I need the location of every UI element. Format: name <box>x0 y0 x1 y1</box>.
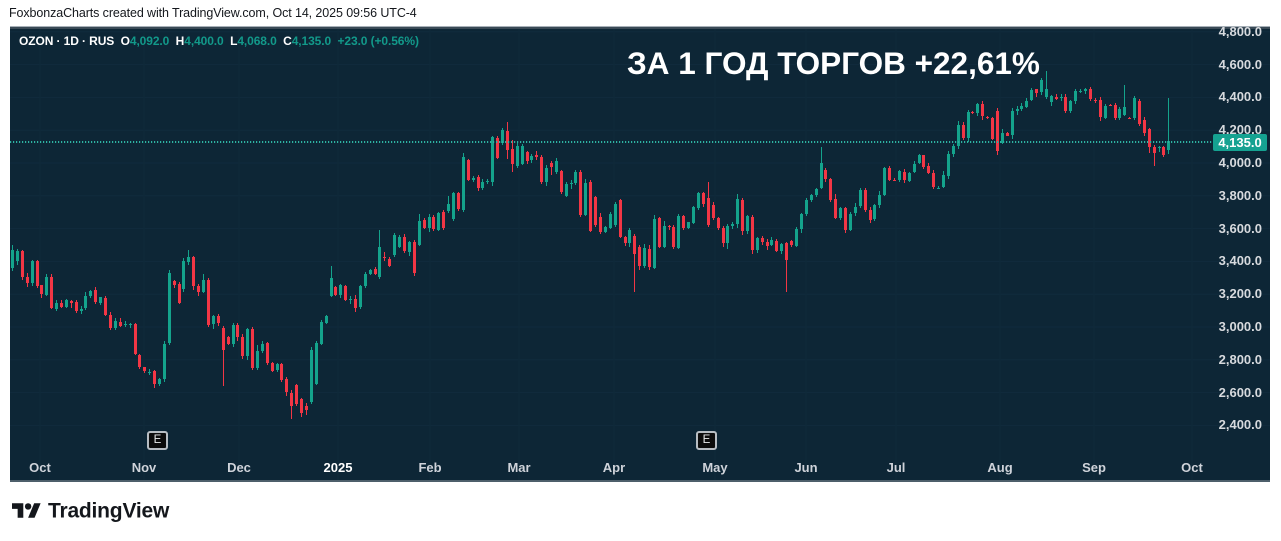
svg-text:TradingView: TradingView <box>48 500 170 523</box>
